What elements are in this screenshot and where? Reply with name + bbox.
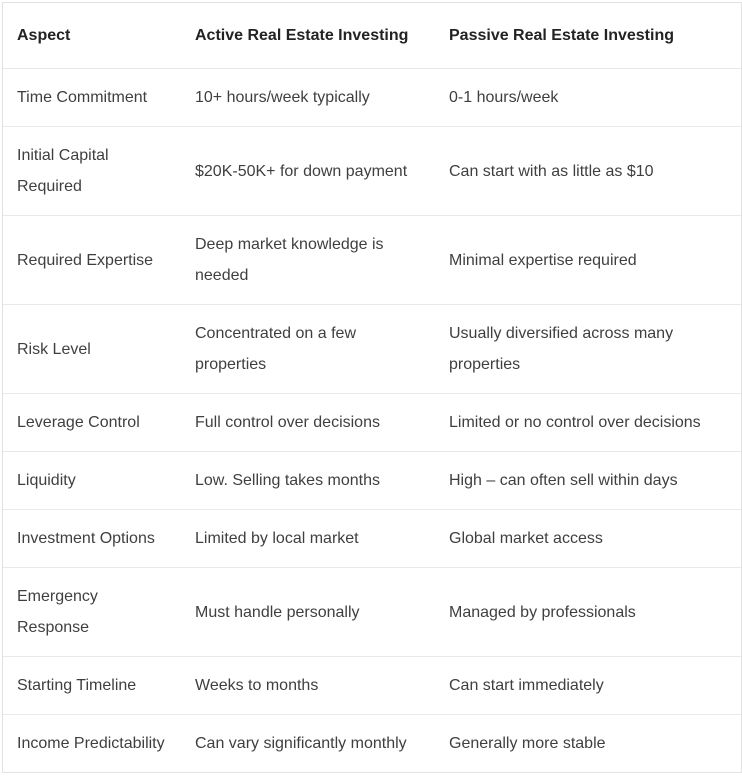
table-row: Liquidity Low. Selling takes months High –… (3, 451, 741, 509)
aspect-cell: Income Predictability (3, 714, 181, 772)
active-cell: $20K-50K+ for down payment (181, 126, 435, 215)
table-row: Starting Timeline Weeks to months Can star… (3, 656, 741, 714)
column-header-aspect: Aspect (17, 27, 71, 44)
active-cell: Weeks to months (181, 656, 435, 714)
table-row: Investment Options Limited by local marke… (3, 509, 741, 567)
aspect-cell: Required Expertise (3, 215, 181, 304)
column-header-passive: Passive Real Estate Investing (449, 27, 674, 44)
aspect-cell: Initial Capital Required (3, 126, 181, 215)
aspect-cell: Investment Options (3, 509, 181, 567)
table-row: Initial Capital Required $20K-50K+ for do… (3, 126, 741, 215)
passive-cell: 0-1 hours/week (435, 68, 741, 126)
table-row: Time Commitment 10+ hours/week typically 0… (3, 68, 741, 126)
table-row: Risk Level Concentrated on a few properti… (3, 304, 741, 393)
active-cell: Limited by local market (181, 509, 435, 567)
passive-cell: Can start with as little as $10 (435, 126, 741, 215)
aspect-cell: Time Commitment (3, 68, 181, 126)
table-body: Time Commitment 10+ hours/week typically 0… (3, 68, 741, 772)
table-row: Emergency Response Must handle personally… (3, 567, 741, 656)
header-row: Aspect Active Real Estate Investing Pass… (3, 3, 741, 68)
active-cell: Must handle personally (181, 567, 435, 656)
passive-cell: Managed by professionals (435, 567, 741, 656)
aspect-cell: Emergency Response (3, 567, 181, 656)
column-header-active: Active Real Estate Investing (195, 27, 409, 44)
table-row: Required Expertise Deep market knowledge … (3, 215, 741, 304)
passive-cell: Generally more stable (435, 714, 741, 772)
table-header: Aspect Active Real Estate Investing Pass… (3, 3, 741, 68)
aspect-cell: Starting Timeline (3, 656, 181, 714)
table-row: Leverage Control Full control over decisi… (3, 393, 741, 451)
aspect-cell: Risk Level (3, 304, 181, 393)
passive-cell: Limited or no control over decisions (435, 393, 741, 451)
passive-cell: Can start immediately (435, 656, 741, 714)
active-cell: Concentrated on a few properties (181, 304, 435, 393)
passive-cell: Global market access (435, 509, 741, 567)
active-cell: Low. Selling takes months (181, 451, 435, 509)
active-cell: Deep market knowledge is needed (181, 215, 435, 304)
aspect-cell: Leverage Control (3, 393, 181, 451)
active-cell: Can vary significantly monthly (181, 714, 435, 772)
table-row: Income Predictability Can vary significan… (3, 714, 741, 772)
aspect-cell: Liquidity (3, 451, 181, 509)
active-cell: Full control over decisions (181, 393, 435, 451)
passive-cell: Minimal expertise required (435, 215, 741, 304)
passive-cell: Usually diversified across many properti… (435, 304, 741, 393)
active-cell: 10+ hours/week typically (181, 68, 435, 126)
passive-cell: High – can often sell within days (435, 451, 741, 509)
